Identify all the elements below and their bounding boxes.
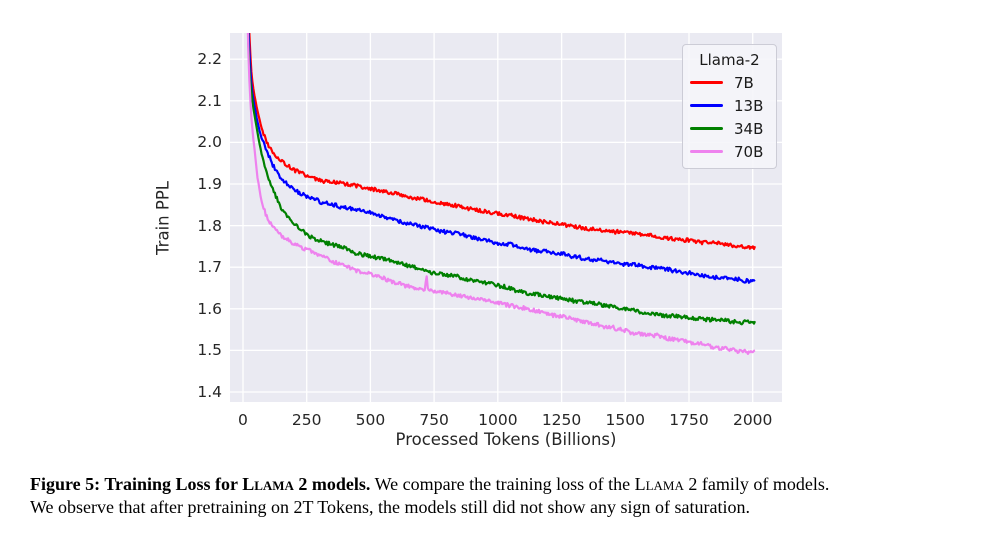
caption-bold-smallcaps: Llama 2 <box>242 474 308 494</box>
legend-line-swatch <box>690 150 723 153</box>
y-axis-label: Train PPL <box>153 181 173 255</box>
y-tick-label: 1.8 <box>197 216 222 235</box>
y-tick-label: 1.7 <box>197 258 222 277</box>
caption-line-1: Figure 5: Training Loss for Llama 2 mode… <box>30 473 970 496</box>
caption-line-2: We observe that after pretraining on 2T … <box>30 497 750 517</box>
y-tick-label: 1.9 <box>197 175 222 193</box>
caption-bold-text: Figure 5: Training Loss for <box>30 474 243 494</box>
legend-line-swatch <box>690 81 723 84</box>
y-tick-label: 2.0 <box>197 133 222 152</box>
x-tick-label: 250 <box>291 411 322 429</box>
caption-body-text: We compare the training loss of the <box>370 474 635 494</box>
legend-item-label: 34B <box>734 119 764 138</box>
y-tick-label: 1.4 <box>197 383 222 402</box>
caption-body-tail: family of models. <box>697 474 830 494</box>
x-tick-label: 2000 <box>732 411 773 429</box>
y-tick-label: 1.5 <box>197 341 222 360</box>
legend-items: 7B 13B 34B 70B <box>683 71 776 163</box>
y-tick-label: 2.1 <box>197 91 222 110</box>
figure-caption: Figure 5: Training Loss for Llama 2 mode… <box>30 473 970 519</box>
x-tick-label: 1500 <box>605 411 645 429</box>
legend-item-34b: 34B <box>683 117 776 140</box>
y-tick-label: 2.2 <box>197 50 222 69</box>
x-tick-label: 750 <box>419 411 449 429</box>
line-34b <box>247 33 757 326</box>
legend-line-swatch <box>690 104 723 107</box>
legend-item-13b: 13B <box>683 94 776 117</box>
x-axis-label: Processed Tokens (Billions) <box>395 430 617 449</box>
caption-bold-tail: models. <box>307 474 371 494</box>
legend-line-swatch <box>690 127 723 130</box>
legend-item-label: 7B <box>734 73 754 92</box>
x-tick-label: 1750 <box>669 411 709 429</box>
legend-item-label: 13B <box>734 96 764 115</box>
y-tick-label: 1.6 <box>197 299 222 318</box>
line-70b <box>246 33 756 355</box>
legend-title: Llama-2 <box>699 51 760 69</box>
caption-body-smallcaps: Llama 2 <box>634 474 698 494</box>
legend-item-7b: 7B <box>683 71 776 94</box>
x-tick-label: 0 <box>238 411 248 429</box>
legend-item-label: 70B <box>734 142 764 161</box>
plot-area: Llama-2 7B 13B 34B 70B <box>230 33 782 402</box>
series-lines <box>246 33 757 355</box>
x-tick-label: 1000 <box>478 411 518 429</box>
legend-item-70b: 70B <box>683 140 776 163</box>
x-tick-label: 1250 <box>541 411 582 429</box>
legend: Llama-2 7B 13B 34B 70B <box>682 44 777 169</box>
x-tick-label: 500 <box>355 411 386 429</box>
line-13b <box>247 33 756 284</box>
line-7b <box>248 33 757 251</box>
